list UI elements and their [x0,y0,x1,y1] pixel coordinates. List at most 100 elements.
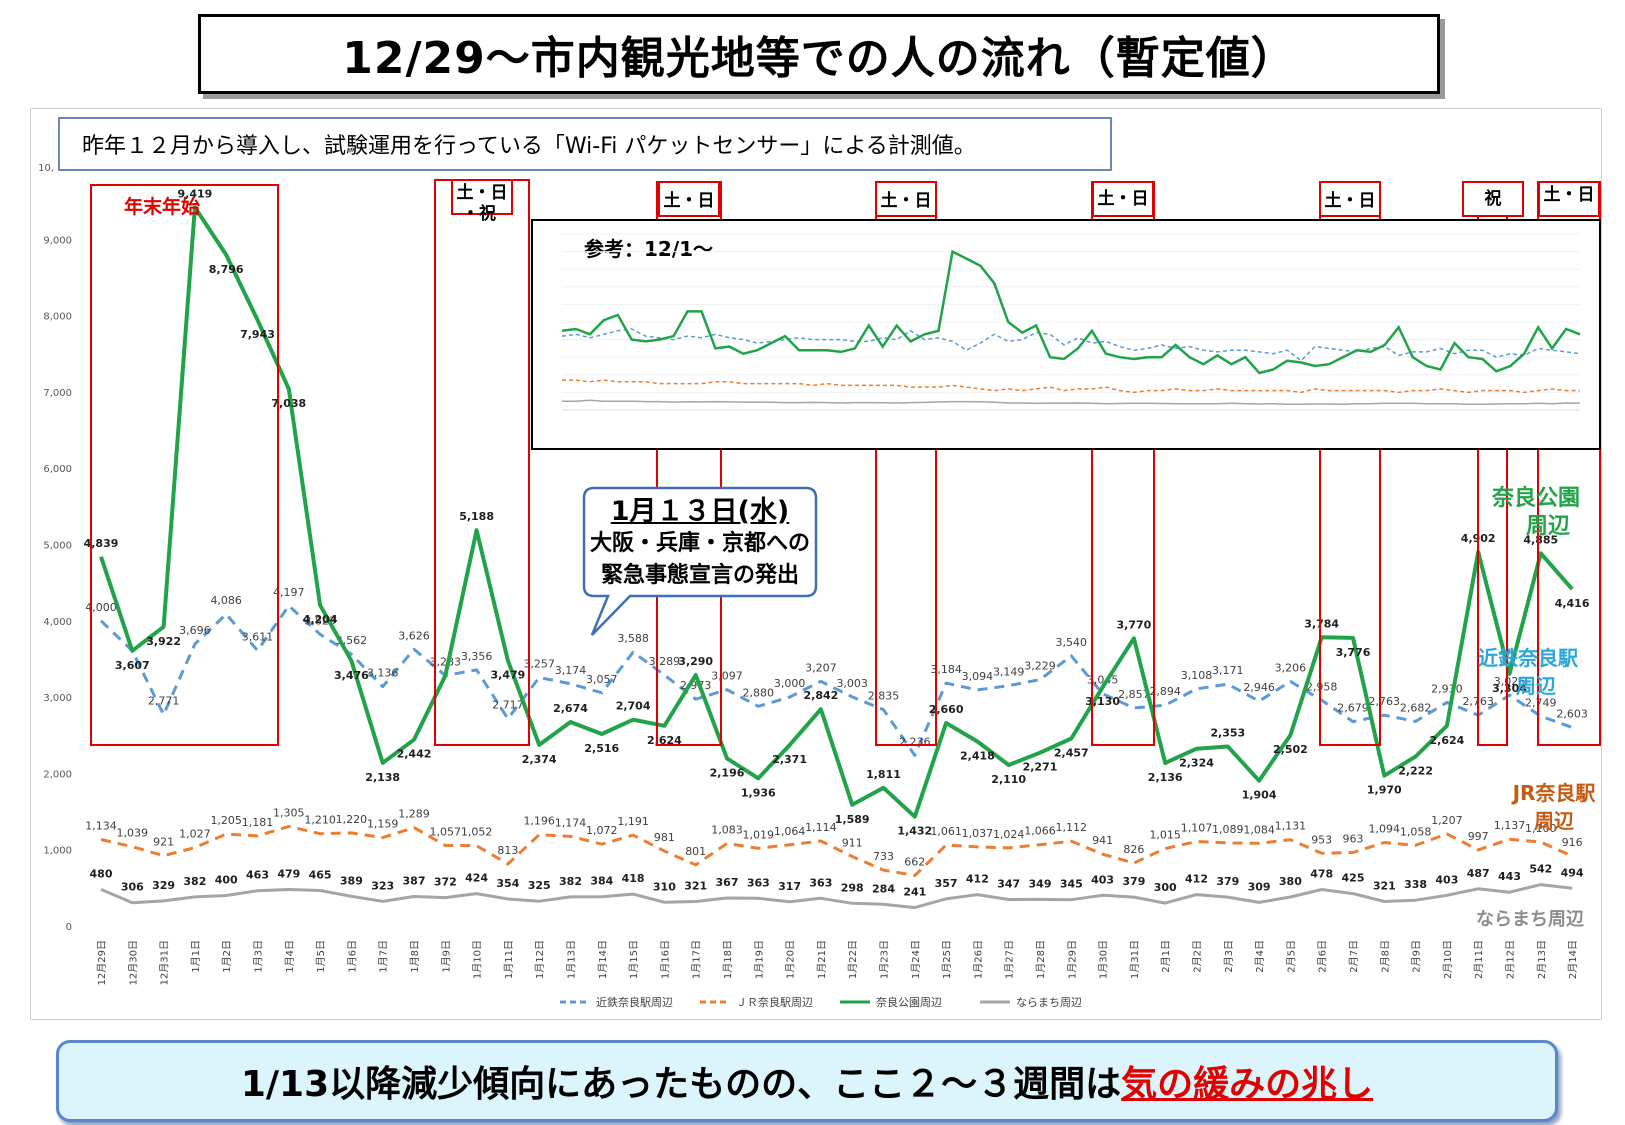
data-label: 3,626 [398,629,430,642]
data-label: 2,958 [1306,680,1338,693]
annotation-label-box [451,179,513,215]
data-label: 911 [842,836,863,849]
data-label: 2,603 [1556,707,1588,720]
callout-line2: 緊急事態宣言の発出 [600,563,799,588]
data-label: 1,432 [897,825,932,838]
inset-series-line-3 [562,399,1581,405]
data-label: 3,356 [461,650,493,663]
data-label: 3,784 [1304,617,1339,630]
data-label: 363 [809,876,832,889]
data-label: 1,210 [304,814,336,827]
data-label: 1,072 [586,824,618,837]
data-label: 2,717 [492,699,524,712]
callout-bubble [582,486,818,636]
callout-title: 1月１３日(水) [610,496,790,527]
data-label: 2,763 [1369,695,1401,708]
x-tick-label: 1月13日 [566,940,578,979]
x-tick-label: 2月5日 [1285,940,1297,973]
data-label: 3,026 [1494,675,1526,688]
data-label: 1,064 [774,825,806,838]
data-label: 2,271 [1023,761,1058,774]
data-label: 2,324 [1179,757,1214,770]
data-label: 1,134 [85,819,117,832]
x-tick-label: 1月5日 [315,940,327,973]
data-label: 3,479 [491,669,526,682]
x-tick-label: 1月1日 [190,940,202,973]
y-tick-label: 8,000 [43,312,72,323]
x-tick-label: 1月29日 [1066,940,1078,979]
data-label: 1,024 [993,828,1025,841]
data-label: 241 [903,886,926,899]
data-label: 323 [371,879,394,892]
x-tick-label: 2月14日 [1567,940,1579,979]
data-label: 3,171 [1212,664,1244,677]
conclusion-box: 1/13以降減少傾向にあったものの、ここ２～３週間は 気の緩みの兆し [56,1040,1558,1122]
data-label: 2,704 [616,700,651,713]
data-label: 4,086 [210,594,242,607]
data-label: 424 [465,872,488,885]
data-label: 379 [1122,875,1145,888]
data-label: 3,229 [1024,660,1056,673]
annotation-label: 土・日 [881,190,932,211]
data-label: 1,057 [430,825,462,838]
data-label: 1,191 [617,815,649,828]
data-label: 3,206 [1275,661,1307,674]
data-label: 826 [1123,843,1144,856]
data-label: 2,682 [1400,701,1432,714]
data-label: 347 [997,878,1020,891]
data-label: 921 [153,836,174,849]
data-label: 662 [904,855,925,868]
legend-label: ＪＲ奈良駅周辺 [736,995,813,1009]
data-label: 2,196 [710,766,745,779]
data-label: 5,188 [459,510,494,523]
data-label: 2,771 [148,695,180,708]
x-tick-label: 12月31日 [159,940,171,985]
annotation-label: 祝 [1485,189,1502,209]
annotation-label: 土・日 [1544,184,1595,205]
x-tick-label: 1月6日 [346,940,358,973]
data-label: 3,130 [1085,695,1120,708]
data-label: 1,052 [461,826,493,839]
inset-series-line-2 [561,249,1581,375]
data-label: 384 [590,875,613,888]
annotation-label-box [1092,181,1154,217]
data-label: 981 [654,831,675,844]
x-tick-label: 1月8日 [409,940,421,973]
callout: 1月１３日(水) 大阪・兵庫・京都への 緊急事態宣言の発出 [580,496,820,592]
data-label: 1,205 [210,814,242,827]
data-label: 2,857 [1118,688,1150,701]
data-label: 480 [90,867,113,880]
data-label: 1,289 [398,808,430,821]
data-label: 1,084 [1243,823,1275,836]
x-tick-label: 2月4日 [1254,940,1266,973]
data-label: 2,624 [647,734,682,747]
y-tick-label: 3,000 [43,693,72,704]
data-label: 1,114 [805,821,837,834]
data-label: 1,015 [1149,829,1181,842]
x-tick-label: 1月10日 [472,940,484,979]
data-label: 1,107 [1181,822,1213,835]
data-label: 3,057 [586,673,618,686]
data-label: 372 [434,876,457,889]
data-label: 1,037 [962,827,994,840]
x-tick-label: 2月8日 [1379,940,1391,973]
data-label: 8,796 [209,263,244,276]
data-label: 1,100 [1525,822,1557,835]
data-label: 1,159 [367,818,399,831]
data-label: 953 [1311,833,1332,846]
data-label: 478 [1310,868,1333,881]
series-name-jr: JR奈良駅 [1511,781,1596,805]
annotation-label: 土・日 [1325,190,1376,211]
measurement-note-text: 昨年１２月から導入し、試験運用を行っている「Wi-Fi パケットセンサー」による… [82,134,976,159]
data-label: 387 [403,874,426,887]
data-label: 3,476 [334,669,369,682]
data-label: 403 [1435,873,1458,886]
data-label: 443 [1498,870,1521,883]
x-tick-label: 1月20日 [785,940,797,979]
x-tick-label: 1月18日 [722,940,734,979]
x-tick-label: 1月24日 [910,940,922,979]
data-label: 345 [1060,878,1083,891]
data-label: 2,502 [1273,743,1308,756]
inset-series-line-1 [562,379,1580,394]
data-label: 3,000 [774,677,806,690]
